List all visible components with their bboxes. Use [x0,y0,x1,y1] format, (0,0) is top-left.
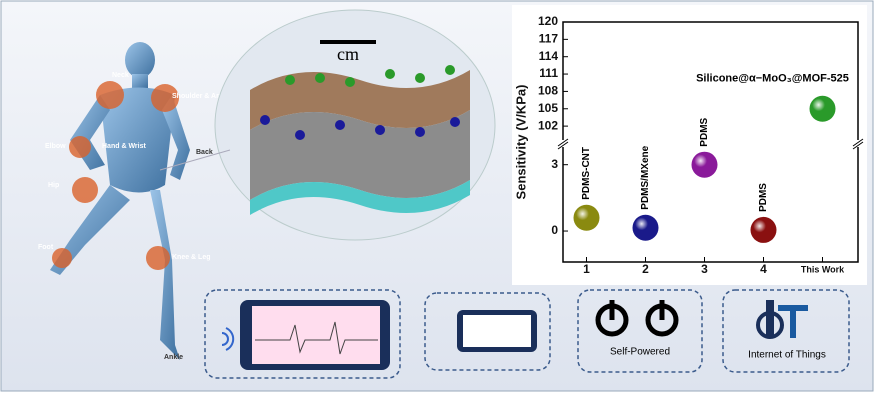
x-tick-label: 2 [642,262,649,276]
point-highlight [632,214,659,241]
point-label: PDMS [699,117,710,146]
runner [50,42,190,360]
body-label: Ankle [164,354,183,361]
body-label: Foot [38,244,54,251]
point-label: PDMS/MXene [640,145,651,209]
point-highlight [750,216,777,243]
axis-frame [562,21,859,263]
icon-label: Self-Powered [610,347,670,358]
body-label: Knee & Leg [172,254,211,261]
point-highlight [809,95,836,122]
y-tick-label: 111 [539,66,558,80]
chart-panel [512,5,867,285]
x-tick-label: 1 [583,262,590,276]
point-label: PDMS-CNT [581,147,592,200]
x-tick-label: This Work [801,264,845,274]
icon-label: Internet of Things [748,350,826,361]
y-tick-label: 114 [539,49,559,63]
point-highlight [691,151,718,178]
x-tick-label: 3 [701,262,708,276]
x-tick-label: 4 [760,262,767,276]
point-label: PDMS [758,183,769,212]
y-tick-label: 3 [551,157,558,171]
point-highlight [573,204,600,231]
icon-art [221,300,808,370]
y-tick-label: 105 [538,101,558,115]
y-tick-label: 108 [538,84,558,98]
icons [204,289,850,379]
body-label: Hip [48,182,59,189]
body-label: Shoulder & Arm [172,93,225,100]
body-label: Back [196,149,213,156]
y-tick-label: 117 [539,32,559,46]
scale-bar-label: cm [337,44,359,64]
y-tick-label: 120 [538,14,558,28]
axis-break [557,138,864,150]
body-label: Hand & Wrist [102,143,146,150]
body-label: Neck [112,72,129,79]
body-label: Elbow [45,143,66,150]
chart: 0 3 102 105 108 111 114 117 120 Sensitivity (V/KP… [513,14,864,276]
y-tick-label: 0 [551,223,558,237]
point-label: Silicone@α−MoO₃@MOF-525 [696,73,849,85]
y-tick-label: 102 [538,118,558,132]
y-axis-label: Sensitivity (V/KPa) [513,85,528,200]
sensor-illustration [159,9,496,241]
